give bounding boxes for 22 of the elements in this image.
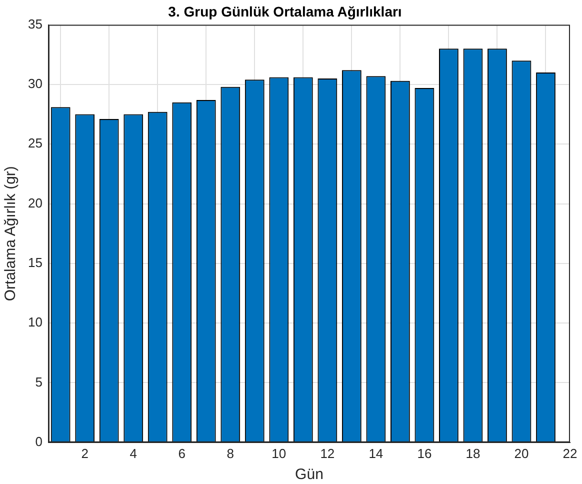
x-tick-label: 22 [562, 446, 578, 461]
x-tick-label: 20 [514, 446, 529, 461]
y-axis-title: Ortalama Ağırlık (gr) [2, 166, 20, 302]
x-axis-title: Gün [295, 466, 324, 484]
y-tick-label: 20 [28, 195, 42, 210]
x-tick-label: 8 [226, 446, 234, 461]
x-tick-label: 16 [417, 446, 432, 461]
y-tick-label: 0 [35, 434, 42, 449]
y-tick-label: 15 [28, 255, 42, 270]
x-tick-label: 10 [272, 446, 286, 461]
chart-title: 3. Grup Günlük Ortalama Ağırlıkları [168, 3, 402, 20]
y-tick-label: 25 [28, 136, 42, 151]
x-tick-label: 18 [466, 446, 480, 461]
x-tick-label: 14 [368, 446, 384, 461]
y-tick-label: 30 [28, 76, 42, 92]
x-tick-label: 6 [178, 446, 186, 461]
x-tick-label: 4 [130, 446, 137, 461]
y-tick-label: 5 [35, 374, 42, 390]
y-tick-label: 35 [28, 16, 42, 32]
x-tick-label: 2 [81, 446, 88, 461]
x-tick-label: 12 [320, 446, 335, 461]
y-tick-label: 10 [28, 314, 42, 330]
